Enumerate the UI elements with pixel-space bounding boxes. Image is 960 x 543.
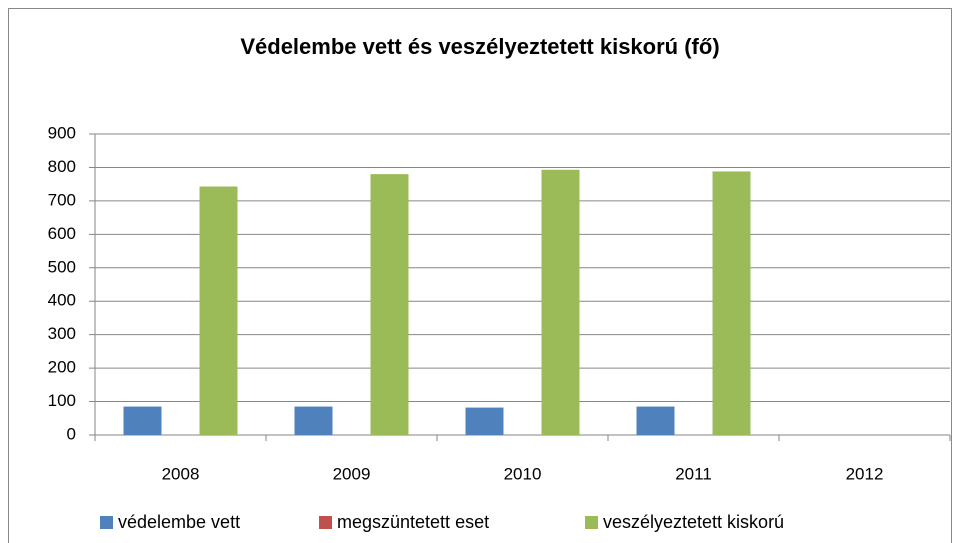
y-tick-label: 900 — [48, 123, 76, 142]
bar — [541, 169, 580, 435]
y-tick-label: 700 — [48, 190, 76, 209]
bar — [294, 406, 333, 435]
legend-swatch — [100, 516, 113, 529]
y-tick-label: 300 — [48, 324, 76, 343]
y-tick-label: 400 — [48, 291, 76, 310]
x-tick-label: 2010 — [504, 464, 542, 483]
x-tick-label: 2008 — [162, 464, 200, 483]
legend-swatch — [319, 516, 332, 529]
y-tick-label: 100 — [48, 391, 76, 410]
bar — [465, 407, 504, 435]
bar — [636, 406, 675, 435]
bar — [123, 406, 162, 435]
y-tick-label: 800 — [48, 157, 76, 176]
legend-label: veszélyeztetett kiskorú — [603, 512, 784, 532]
legend-swatch — [585, 516, 598, 529]
chart-title: Védelembe vett és veszélyeztetett kiskor… — [240, 34, 719, 59]
x-tick-label: 2011 — [675, 464, 712, 483]
x-tick-label: 2012 — [846, 464, 884, 483]
y-tick-label: 0 — [67, 424, 76, 443]
y-tick-label: 600 — [48, 224, 76, 243]
chart-frame — [8, 8, 952, 543]
y-tick-label: 200 — [48, 358, 76, 377]
x-tick-label: 2009 — [333, 464, 371, 483]
y-tick-label: 500 — [48, 257, 76, 276]
bar — [370, 174, 409, 435]
bar — [712, 171, 751, 436]
legend-label: védelembe vett — [118, 512, 240, 532]
legend-label: megszüntetett eset — [337, 512, 489, 532]
bar — [199, 186, 238, 435]
